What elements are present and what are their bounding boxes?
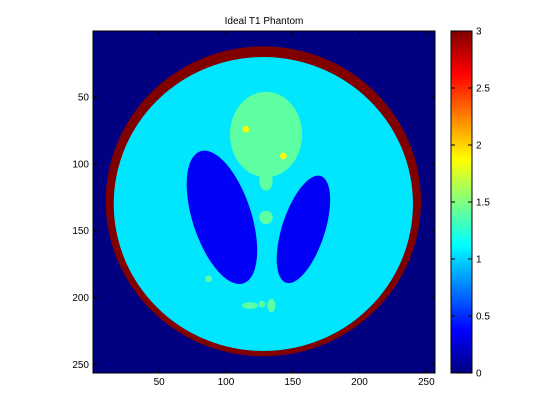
y-tick-label: 200 bbox=[72, 293, 89, 304]
colorbar-tick-label: 2.5 bbox=[476, 84, 490, 95]
x-tick-label: 250 bbox=[418, 377, 435, 388]
region-right-ventricle bbox=[276, 175, 331, 284]
heatmap-frame bbox=[92, 30, 436, 374]
y-tick-label: 50 bbox=[78, 93, 90, 104]
colorbar-tick-label: 1 bbox=[476, 255, 482, 266]
colorbar-tick-label: 0 bbox=[476, 369, 482, 380]
region-dot-3 bbox=[267, 298, 276, 313]
region-spot-yellow-right bbox=[280, 152, 287, 160]
colorbar: 0 0.5 1 1.5 2 2.5 3 bbox=[450, 27, 490, 380]
region-left-ventricle bbox=[186, 150, 258, 285]
colorbar-ticks: 0 0.5 1 1.5 2 2.5 3 bbox=[451, 27, 490, 380]
chart-title: Ideal T1 Phantom bbox=[225, 16, 304, 27]
region-central-blob bbox=[229, 91, 303, 178]
colorbar-tick-label: 0.5 bbox=[476, 312, 490, 323]
x-axis-ticks: 50 100 150 200 250 bbox=[154, 31, 435, 388]
y-tick-label: 100 bbox=[72, 159, 89, 170]
colorbar-tick-label: 3 bbox=[476, 27, 482, 38]
y-tick-label: 150 bbox=[72, 226, 89, 237]
region-dot-1 bbox=[241, 302, 258, 309]
y-tick-label: 250 bbox=[72, 360, 89, 371]
colorbar-tick-label: 1.5 bbox=[476, 198, 490, 209]
x-tick-label: 150 bbox=[284, 377, 301, 388]
colorbar-gradient bbox=[451, 31, 472, 373]
colorbar-tick-label: 2 bbox=[476, 141, 482, 152]
region-spot-small-left bbox=[205, 275, 212, 283]
region-stem-1 bbox=[259, 171, 273, 191]
region-dot-2 bbox=[258, 300, 266, 308]
y-axis-ticks: 50 100 150 200 250 bbox=[72, 93, 435, 371]
heatmap-plot-area bbox=[93, 31, 435, 373]
phantom-regions bbox=[105, 46, 421, 357]
region-spot-yellow-left bbox=[242, 125, 250, 133]
x-tick-label: 200 bbox=[351, 377, 368, 388]
x-tick-label: 50 bbox=[154, 377, 166, 388]
x-tick-label: 100 bbox=[218, 377, 235, 388]
region-stem-2 bbox=[259, 210, 273, 225]
region-brain bbox=[113, 57, 413, 351]
